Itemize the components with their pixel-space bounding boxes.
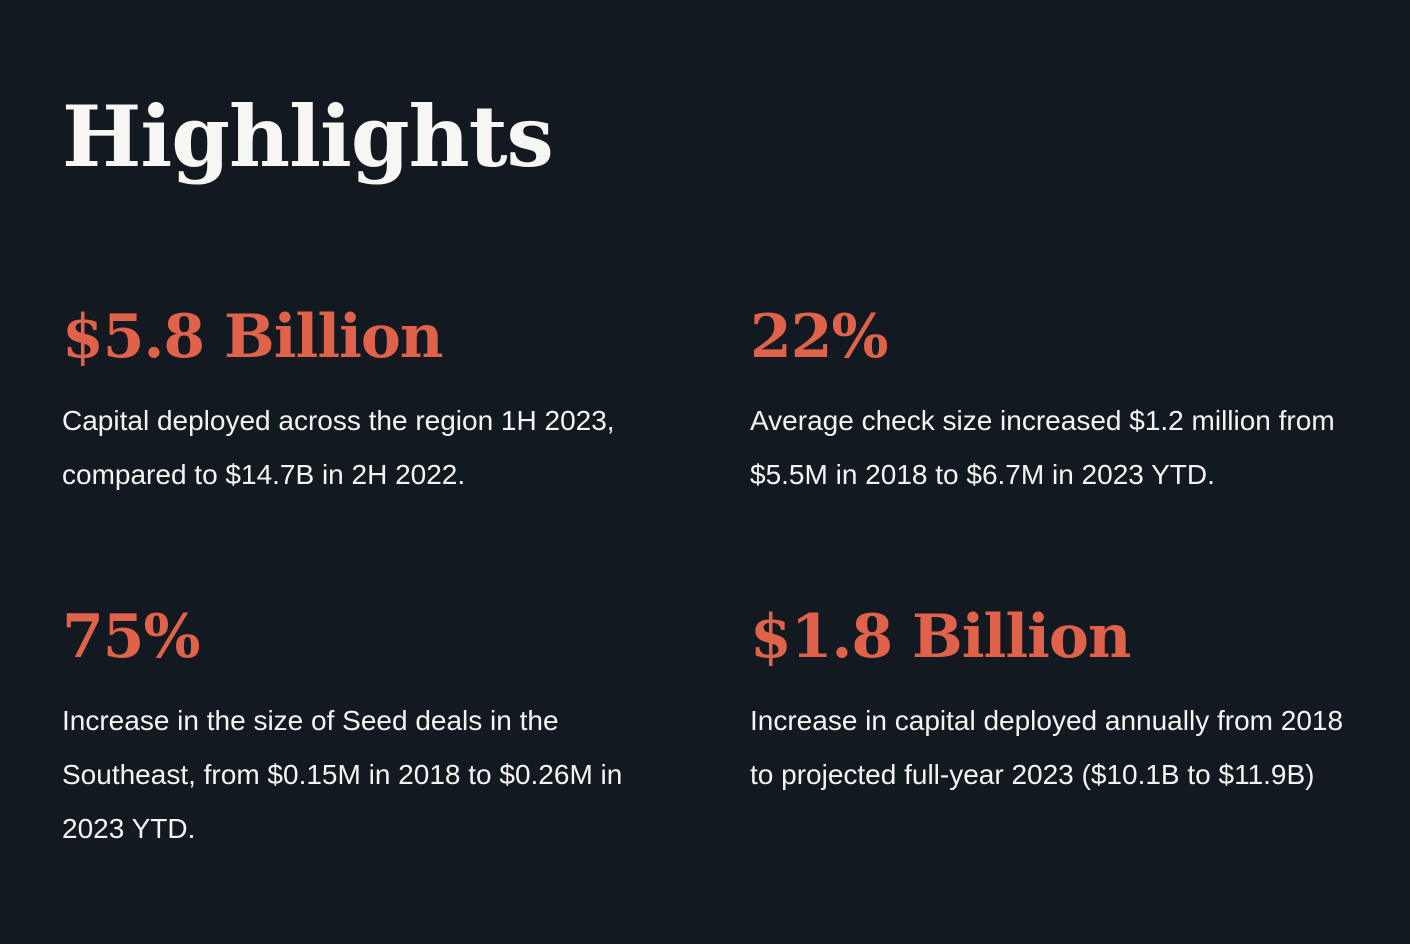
- highlight-description: Increase in capital deployed annually fr…: [750, 705, 1344, 790]
- highlight-card: $1.8 Billion Increase in capital deploye…: [750, 602, 1350, 802]
- highlight-stat: $5.8 Billion: [62, 302, 444, 372]
- highlight-description: Capital deployed across the region 1H 20…: [62, 405, 615, 490]
- highlight-stat: $1.8 Billion: [750, 602, 1132, 672]
- page-title: Highlights: [62, 87, 554, 186]
- highlight-description: Increase in the size of Seed deals in th…: [62, 705, 623, 844]
- highlight-card: $5.8 Billion Capital deployed across the…: [62, 302, 672, 502]
- highlight-description: Average check size increased $1.2 millio…: [750, 405, 1335, 490]
- highlight-card: 22% Average check size increased $1.2 mi…: [750, 302, 1350, 502]
- highlight-stat: 75%: [62, 602, 201, 672]
- highlight-card: 75% Increase in the size of Seed deals i…: [62, 602, 672, 856]
- highlight-stat: 22%: [750, 302, 889, 372]
